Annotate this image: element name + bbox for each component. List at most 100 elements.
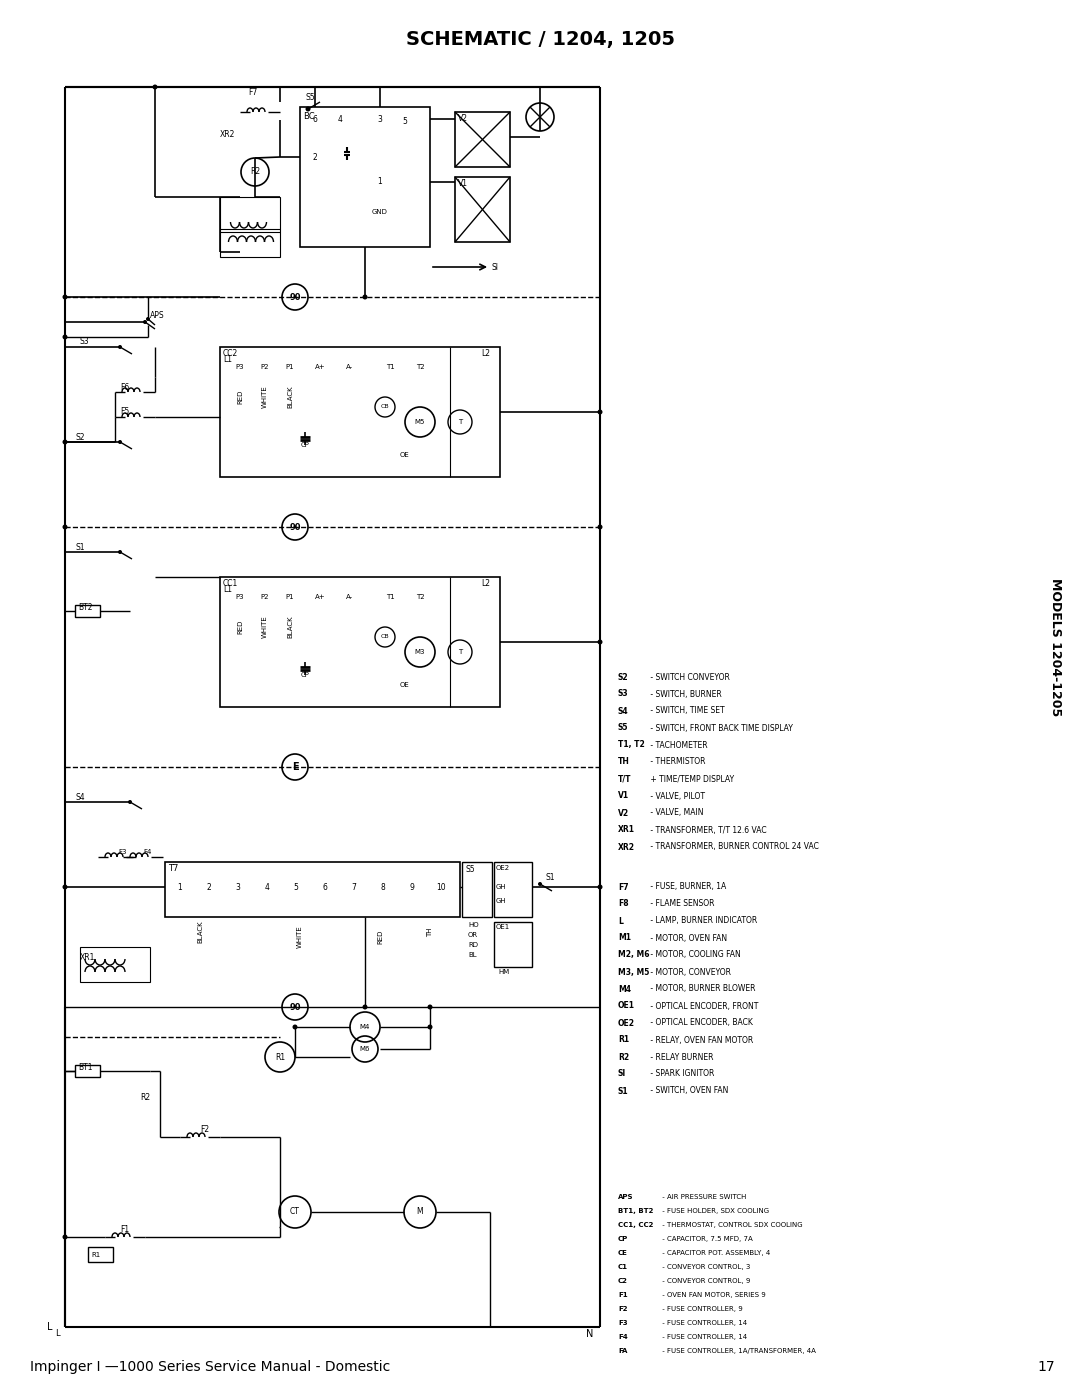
Text: XR2: XR2 <box>220 130 235 138</box>
Text: 90: 90 <box>289 522 300 531</box>
Text: S2: S2 <box>75 433 84 441</box>
Text: T1: T1 <box>386 365 394 370</box>
Text: TH: TH <box>427 928 433 937</box>
Text: R2: R2 <box>140 1092 150 1101</box>
Text: MODELS 1204-1205: MODELS 1204-1205 <box>1049 578 1062 717</box>
Text: C2: C2 <box>618 1278 627 1284</box>
Text: - CONVEYOR CONTROL, 9: - CONVEYOR CONTROL, 9 <box>660 1278 751 1284</box>
Circle shape <box>428 1024 432 1030</box>
Circle shape <box>63 524 67 529</box>
Circle shape <box>143 320 147 324</box>
Text: CP: CP <box>300 441 310 448</box>
Text: - RELAY BURNER: - RELAY BURNER <box>648 1052 714 1062</box>
Bar <box>455 177 510 242</box>
Text: R2: R2 <box>249 168 260 176</box>
Text: GND: GND <box>373 210 388 215</box>
Text: XR1: XR1 <box>618 826 635 834</box>
Text: T1, T2: T1, T2 <box>618 740 645 750</box>
Circle shape <box>363 1004 367 1010</box>
Text: L1: L1 <box>222 585 232 594</box>
Text: - FLAME SENSOR: - FLAME SENSOR <box>648 900 715 908</box>
Circle shape <box>282 995 308 1020</box>
Text: S4: S4 <box>618 707 629 715</box>
Text: - FUSE CONTROLLER, 14: - FUSE CONTROLLER, 14 <box>660 1334 747 1340</box>
Text: N: N <box>586 1329 594 1338</box>
Text: R2: R2 <box>618 1052 630 1062</box>
Text: - MOTOR, BURNER BLOWER: - MOTOR, BURNER BLOWER <box>648 985 756 993</box>
Text: - TACHOMETER: - TACHOMETER <box>648 740 707 750</box>
Text: 1: 1 <box>378 177 382 187</box>
Text: S3: S3 <box>618 690 629 698</box>
Bar <box>165 862 460 916</box>
Text: 8: 8 <box>380 883 386 891</box>
Text: F1: F1 <box>618 1292 627 1298</box>
Text: F2: F2 <box>200 1125 210 1133</box>
Text: L2: L2 <box>481 578 490 588</box>
Circle shape <box>428 1004 432 1010</box>
Text: F4: F4 <box>143 849 151 855</box>
Text: S4: S4 <box>75 792 84 802</box>
Text: F6: F6 <box>120 383 130 391</box>
Bar <box>75 1065 100 1077</box>
Text: L1: L1 <box>222 355 232 365</box>
Text: T1: T1 <box>386 594 394 599</box>
Text: - MOTOR, COOLING FAN: - MOTOR, COOLING FAN <box>648 950 741 960</box>
Text: L2: L2 <box>481 349 490 358</box>
Text: 6: 6 <box>323 883 327 891</box>
Text: 90: 90 <box>289 1003 300 1011</box>
Bar <box>494 862 532 916</box>
Text: OE1: OE1 <box>496 923 510 930</box>
Bar <box>220 197 280 257</box>
Text: - VALVE, PILOT: - VALVE, PILOT <box>648 792 705 800</box>
Text: TH: TH <box>618 757 630 767</box>
Text: S2: S2 <box>618 672 629 682</box>
Text: A-: A- <box>347 594 353 599</box>
Text: CB: CB <box>380 405 389 409</box>
Circle shape <box>118 345 122 349</box>
Text: T7: T7 <box>168 863 178 873</box>
Circle shape <box>282 514 308 541</box>
Text: F5: F5 <box>120 408 130 416</box>
Circle shape <box>293 1024 297 1030</box>
Text: - OPTICAL ENCODER, BACK: - OPTICAL ENCODER, BACK <box>648 1018 753 1028</box>
Circle shape <box>63 295 67 299</box>
Text: - CONVEYOR CONTROL, 3: - CONVEYOR CONTROL, 3 <box>660 1264 751 1270</box>
Text: L: L <box>55 1329 59 1338</box>
Text: T2: T2 <box>416 365 424 370</box>
Circle shape <box>538 882 542 886</box>
Text: 3: 3 <box>235 883 241 891</box>
Text: R1: R1 <box>618 1035 630 1045</box>
Text: F3: F3 <box>618 1320 627 1326</box>
Text: P2: P2 <box>260 365 269 370</box>
Text: S5: S5 <box>305 94 314 102</box>
Circle shape <box>363 295 367 299</box>
Text: RED: RED <box>237 390 243 404</box>
Circle shape <box>282 754 308 780</box>
Text: OE2: OE2 <box>618 1018 635 1028</box>
Text: V2: V2 <box>618 809 630 817</box>
Circle shape <box>118 550 122 555</box>
Text: BLACK: BLACK <box>287 386 293 408</box>
Text: M4: M4 <box>360 1024 370 1030</box>
Text: 1: 1 <box>177 883 183 891</box>
Text: - TRANSFORMER, BURNER CONTROL 24 VAC: - TRANSFORMER, BURNER CONTROL 24 VAC <box>648 842 819 852</box>
Text: V1: V1 <box>458 179 468 189</box>
Text: CE: CE <box>618 1250 627 1256</box>
Text: - AIR PRESSURE SWITCH: - AIR PRESSURE SWITCH <box>660 1194 746 1200</box>
Text: BT2: BT2 <box>78 602 93 612</box>
Text: BT1, BT2: BT1, BT2 <box>618 1208 653 1214</box>
Text: 9: 9 <box>409 883 415 891</box>
Text: F1: F1 <box>120 1225 130 1234</box>
Text: 5: 5 <box>403 117 407 127</box>
Text: P1: P1 <box>286 594 295 599</box>
Text: L: L <box>618 916 623 925</box>
Text: 4: 4 <box>265 883 269 891</box>
Text: CC1: CC1 <box>222 578 239 588</box>
Text: + TIME/TEMP DISPLAY: + TIME/TEMP DISPLAY <box>648 774 734 784</box>
Text: OR: OR <box>468 932 478 937</box>
Text: 2: 2 <box>312 152 318 162</box>
Text: XR1: XR1 <box>80 953 95 961</box>
Text: - VALVE, MAIN: - VALVE, MAIN <box>648 809 703 817</box>
Circle shape <box>282 284 308 310</box>
Text: 4: 4 <box>338 115 342 123</box>
